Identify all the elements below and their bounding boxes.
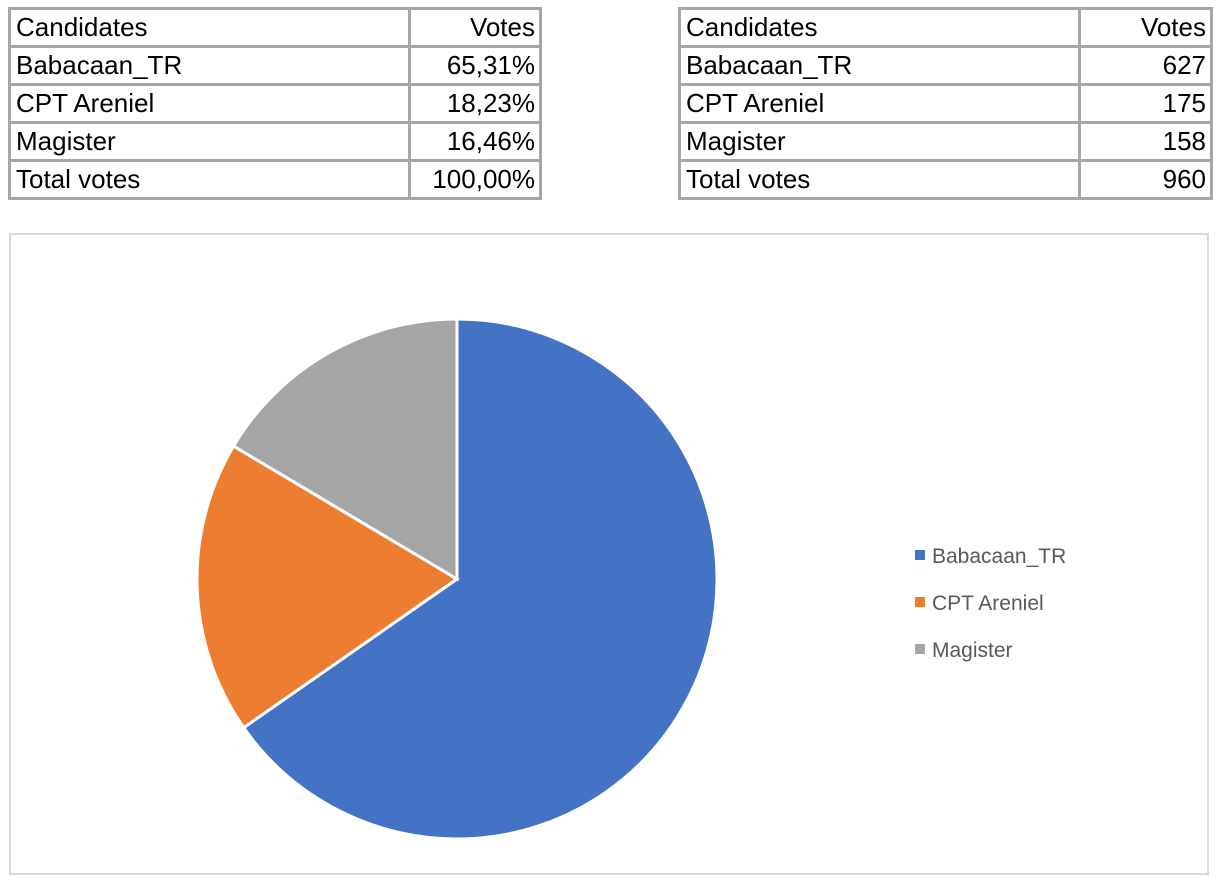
table-row: CPT Areniel 175 <box>678 83 1213 124</box>
table-row: CPT Areniel 18,23% <box>8 83 542 124</box>
candidate-name: Babacaan_TR <box>8 45 411 86</box>
total-label: Total votes <box>678 159 1081 200</box>
candidate-name: Magister <box>8 121 411 162</box>
header-votes: Votes <box>408 7 542 48</box>
legend-label: CPT Areniel <box>932 592 1044 615</box>
candidate-votes: 175 <box>1078 83 1213 124</box>
total-votes: 960 <box>1078 159 1213 200</box>
candidate-name: Magister <box>678 121 1081 162</box>
candidate-votes: 65,31% <box>408 45 542 86</box>
percent-votes-table: Candidates Votes Babacaan_TR 65,31% CPT … <box>8 7 542 200</box>
header-candidates: Candidates <box>678 7 1081 48</box>
candidate-name: CPT Areniel <box>678 83 1081 124</box>
table-total-row: Total votes 100,00% <box>8 159 542 200</box>
pie-slice-magister <box>231 317 459 582</box>
legend-swatch <box>915 550 925 560</box>
candidate-votes: 627 <box>1078 45 1213 86</box>
legend-swatch <box>915 644 925 654</box>
chart-legend: Babacaan_TR CPT Areniel Magister <box>915 545 1066 662</box>
pie-chart-panel: Babacaan_TR CPT Areniel Magister <box>9 233 1209 875</box>
candidate-name: Babacaan_TR <box>678 45 1081 86</box>
pie-slice-babacaan-tr <box>241 317 719 841</box>
table-header-row: Candidates Votes <box>678 7 1213 48</box>
table-row: Magister 158 <box>678 121 1213 162</box>
total-label: Total votes <box>8 159 411 200</box>
header-votes: Votes <box>1078 7 1213 48</box>
legend-label: Babacaan_TR <box>932 545 1066 568</box>
legend-swatch <box>915 597 925 607</box>
table-row: Babacaan_TR 65,31% <box>8 45 542 86</box>
legend-label: Magister <box>932 639 1013 662</box>
table-header-row: Candidates Votes <box>8 7 542 48</box>
total-votes: 100,00% <box>408 159 542 200</box>
table-row: Magister 16,46% <box>8 121 542 162</box>
pie-chart: Babacaan_TR CPT Areniel Magister <box>195 317 1066 841</box>
header-candidates: Candidates <box>8 7 411 48</box>
candidate-votes: 18,23% <box>408 83 542 124</box>
table-total-row: Total votes 960 <box>678 159 1213 200</box>
table-row: Babacaan_TR 627 <box>678 45 1213 86</box>
candidate-name: CPT Areniel <box>8 83 411 124</box>
pie-slice-cpt-areniel <box>195 444 460 730</box>
pie-slices <box>195 317 719 841</box>
count-votes-table: Candidates Votes Babacaan_TR 627 CPT Are… <box>678 7 1213 200</box>
candidate-votes: 16,46% <box>408 121 542 162</box>
candidate-votes: 158 <box>1078 121 1213 162</box>
